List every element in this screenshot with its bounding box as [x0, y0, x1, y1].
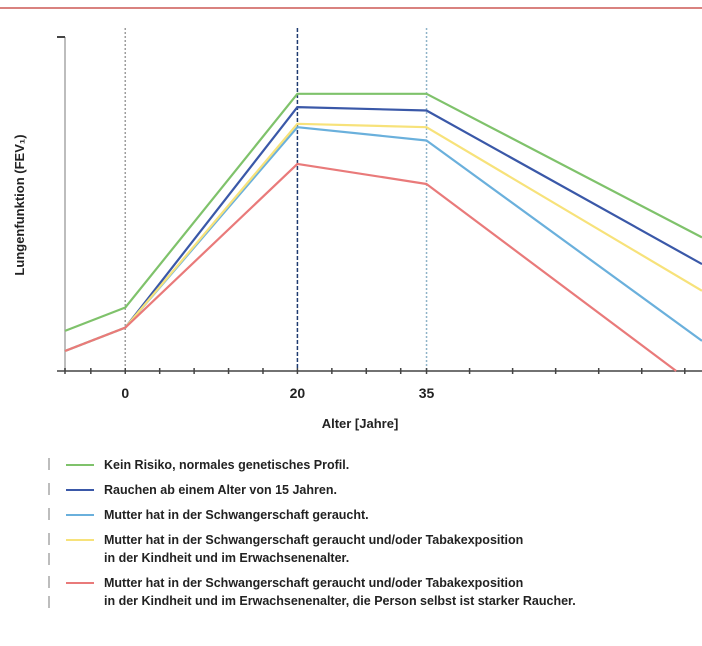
legend-swatch	[66, 539, 94, 541]
legend-bullet-mark	[48, 576, 50, 588]
series-line-4	[64, 122, 702, 353]
legend-bullet-mark	[48, 508, 50, 520]
legend-swatch	[66, 514, 94, 516]
legend-bullet-mark	[48, 458, 50, 470]
legend-bullet-mark	[48, 596, 50, 608]
x-ticks: 0 20 35	[64, 368, 686, 401]
legend-item: Mutter hat in der Schwangerschaft gerauc…	[48, 574, 698, 610]
chart-axes	[57, 36, 702, 372]
lung-function-chart: 0 20 35 Lungenfunktion (FEV₁) Alter [Jahre…	[12, 28, 702, 431]
legend-swatch	[66, 582, 94, 584]
legend-swatch	[66, 464, 94, 466]
legend-label: Kein Risiko, normales genetisches Profil…	[104, 458, 350, 472]
legend-label: Mutter hat in der Schwangerschaft gerauc…	[104, 508, 369, 522]
legend-bullet-mark	[48, 553, 50, 565]
legend-swatch	[66, 489, 94, 491]
x-axis-label: Alter [Jahre]	[322, 416, 399, 431]
reference-lines	[124, 28, 428, 371]
legend-item: Mutter hat in der Schwangerschaft gerauc…	[48, 531, 698, 567]
series-line-5	[64, 162, 677, 372]
legend-label: Mutter hat in der Schwangerschaft gerauc…	[104, 576, 576, 608]
legend-label: Rauchen ab einem Alter von 15 Jahren.	[104, 483, 337, 497]
legend-item: Mutter hat in der Schwangerschaft gerauc…	[48, 506, 698, 524]
legend-bullet-mark	[48, 483, 50, 495]
legend: Kein Risiko, normales genetisches Profil…	[48, 456, 698, 617]
x-tick-label: 35	[419, 385, 435, 401]
legend-bullet-mark	[48, 533, 50, 545]
legend-item: Rauchen ab einem Alter von 15 Jahren.	[48, 481, 698, 499]
y-axis-label: Lungenfunktion (FEV₁)	[12, 134, 27, 275]
x-tick-label: 20	[290, 385, 306, 401]
top-divider	[0, 7, 702, 9]
x-tick-label: 0	[121, 385, 129, 401]
legend-item: Kein Risiko, normales genetisches Profil…	[48, 456, 698, 474]
chart-series	[64, 92, 702, 372]
series-line-2	[64, 105, 702, 353]
series-line-1	[64, 92, 702, 332]
legend-label: Mutter hat in der Schwangerschaft gerauc…	[104, 533, 524, 565]
